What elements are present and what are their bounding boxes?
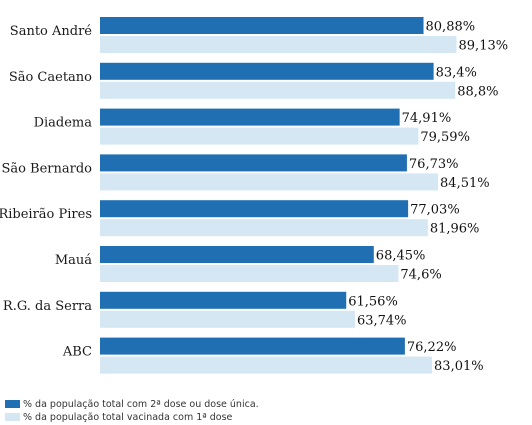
category-label-maua: Mauá (55, 253, 92, 268)
bar-first-dose-diadema (100, 127, 419, 145)
value-label-first-dose-abc: 83,01% (434, 359, 484, 374)
legend-swatch-first-dose (5, 413, 20, 421)
category-label-abc: ABC (62, 345, 92, 360)
value-label-second-dose-sao-bernardo: 76,73% (409, 157, 459, 172)
value-label-second-dose-maua: 68,45% (376, 249, 426, 264)
bar-second-dose-abc (100, 337, 405, 355)
category-label-sao-caetano: São Caetano (9, 70, 92, 85)
value-label-first-dose-santo-andre: 89,13% (459, 39, 509, 54)
bar-second-dose-diadema (100, 108, 400, 126)
value-label-second-dose-ribeirao-pires: 77,03% (410, 203, 460, 218)
value-label-first-dose-sao-bernardo: 84,51% (440, 176, 490, 191)
value-label-second-dose-sao-caetano: 83,4% (436, 65, 477, 80)
bar-second-dose-santo-andre (100, 17, 424, 34)
bar-first-dose-abc (100, 356, 433, 374)
value-label-second-dose-santo-andre: 80,88% (426, 20, 476, 35)
legend-item-first-dose: % da população total vacinada com 1ª dos… (5, 411, 259, 423)
category-label-ribeirao-pires: Ribeirão Pires (0, 207, 92, 222)
bar-second-dose-maua (100, 246, 374, 263)
bar-second-dose-ribeirao-pires (100, 200, 409, 218)
category-label-sao-bernardo: São Bernardo (1, 161, 92, 176)
value-label-second-dose-abc: 76,22% (407, 340, 457, 355)
bar-chart: Santo André 80,88% 89,13% São Caetano 83,4% 8… (0, 17, 509, 374)
legend-swatch-second-dose (5, 400, 20, 408)
bar-first-dose-ribeirao-pires (100, 219, 428, 237)
value-label-first-dose-maua: 74,6% (400, 268, 441, 283)
category-label-diadema: Diadema (34, 116, 93, 131)
value-label-first-dose-ribeirao-pires: 81,96% (430, 222, 480, 237)
category-label-r-g-da-serra: R.G. da Serra (3, 299, 92, 314)
bar-first-dose-maua (100, 265, 399, 282)
bar-second-dose-r-g-da-serra (100, 291, 347, 309)
bar-second-dose-sao-caetano (100, 62, 434, 80)
bar-first-dose-r-g-da-serra (100, 310, 355, 328)
bar-first-dose-santo-andre (100, 36, 457, 53)
value-label-first-dose-diadema: 79,59% (420, 130, 470, 145)
value-label-second-dose-r-g-da-serra: 61,56% (348, 294, 398, 309)
bar-second-dose-sao-bernardo (100, 154, 407, 172)
category-label-santo-andre: Santo André (10, 24, 93, 39)
legend-label-first-dose: % da população total vacinada com 1ª dos… (23, 411, 233, 423)
value-label-first-dose-r-g-da-serra: 63,74% (357, 313, 407, 328)
legend-label-second-dose: % da população total com 2ª dose ou dose… (23, 398, 259, 410)
bar-first-dose-sao-caetano (100, 81, 456, 99)
bar-first-dose-sao-bernardo (100, 173, 439, 191)
legend: % da população total com 2ª dose ou dose… (5, 398, 259, 424)
value-label-second-dose-diadema: 74,91% (402, 111, 452, 126)
legend-item-second-dose: % da população total com 2ª dose ou dose… (5, 398, 259, 410)
value-label-first-dose-sao-caetano: 88,8% (457, 84, 498, 99)
